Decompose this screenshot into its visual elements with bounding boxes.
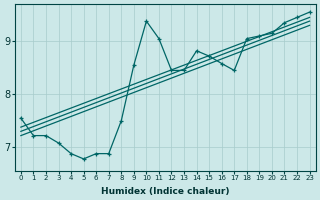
X-axis label: Humidex (Indice chaleur): Humidex (Indice chaleur) [101, 187, 229, 196]
